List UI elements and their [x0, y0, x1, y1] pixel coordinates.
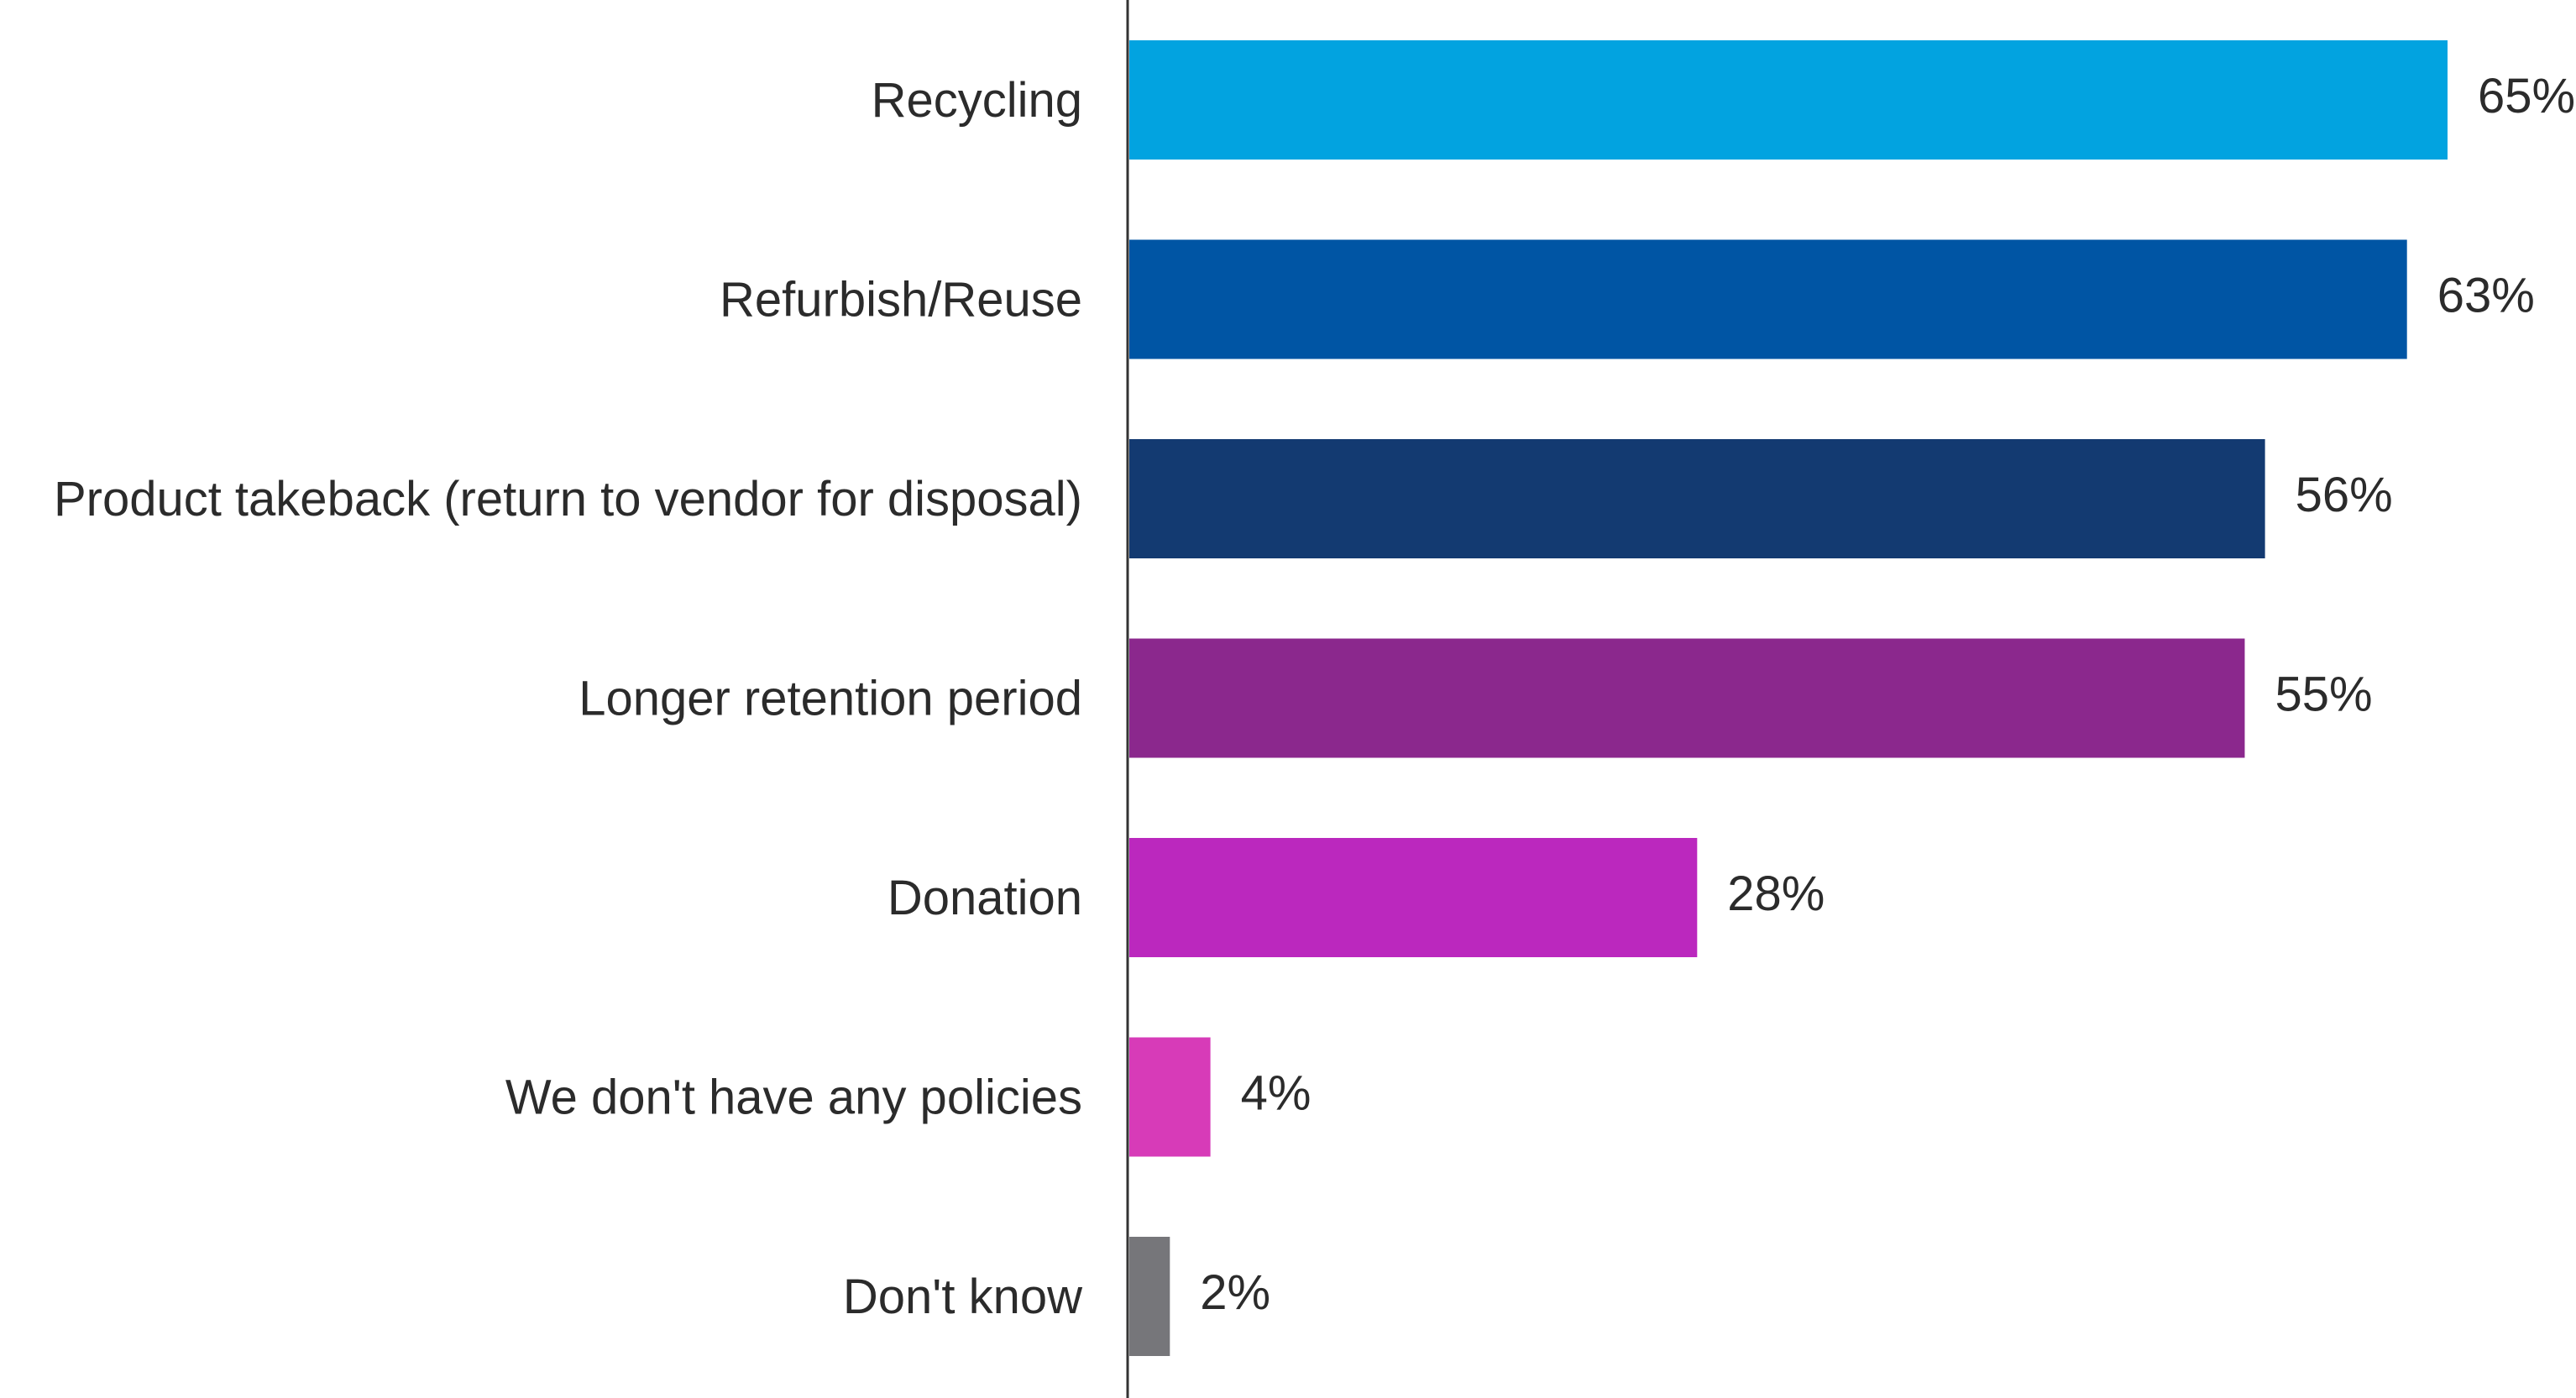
value-label-we-don-t-have-any-policies: 4% [1241, 1066, 1312, 1121]
category-label-product-takeback-return-to-vendor-for-disposal: Product takeback (return to vendor for d… [54, 472, 1082, 526]
category-labels: Recycling Refurbish/Reuse Product takeback… [54, 73, 1083, 1324]
category-label-don-t-know: Don't know [843, 1270, 1083, 1324]
category-label-refurbish-reuse: Refurbish/Reuse [720, 273, 1082, 327]
category-label-donation: Donation [887, 871, 1082, 925]
category-label-we-don-t-have-any-policies: We don't have any policies [505, 1071, 1082, 1125]
bar-product-takeback-return-to-vendor-for-disposal [1129, 439, 2265, 558]
value-labels: 65% 63% 56% 55% 28% 4% 2% [1200, 69, 2575, 1320]
category-label-longer-retention-period: Longer retention period [579, 672, 1082, 726]
bar-longer-retention-period [1129, 638, 2245, 758]
value-label-donation: 28% [1727, 867, 1825, 921]
bars-group [1129, 40, 2448, 1356]
bar-refurbish-reuse [1129, 239, 2407, 359]
value-label-recycling: 65% [2478, 69, 2575, 123]
value-label-product-takeback-return-to-vendor-for-disposal: 56% [2296, 468, 2393, 522]
value-label-don-t-know: 2% [1200, 1265, 1270, 1320]
value-label-refurbish-reuse: 63% [2437, 269, 2535, 323]
bar-recycling [1129, 40, 2448, 160]
bar-we-don-t-have-any-policies [1129, 1037, 1211, 1157]
value-label-longer-retention-period: 55% [2275, 668, 2372, 722]
category-label-recycling: Recycling [872, 73, 1082, 128]
bar-don-t-know [1129, 1237, 1170, 1356]
bar-donation [1129, 838, 1698, 957]
